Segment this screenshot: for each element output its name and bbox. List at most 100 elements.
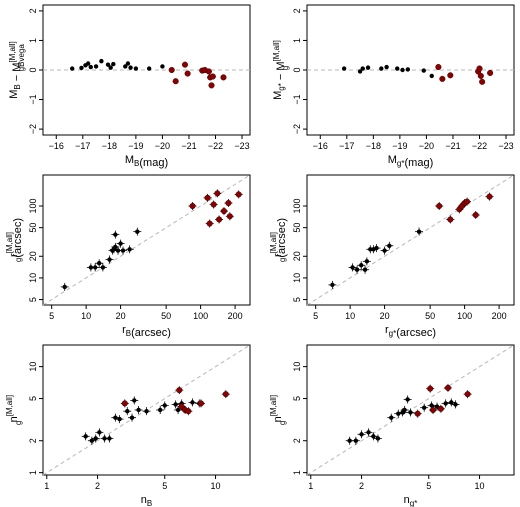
data-point — [62, 284, 67, 290]
data-point — [113, 244, 118, 250]
data-point — [88, 265, 94, 270]
data-point — [220, 74, 227, 81]
data-point — [416, 229, 422, 234]
panel-2: −16 −17 −18 −19 −20 −21 −22 −23 −2 −1 0 1 2 Mg*(mag) M… — [272, 4, 515, 169]
data-point — [472, 211, 479, 219]
series-2 — [435, 192, 494, 224]
y-tick-label: −2 — [28, 124, 38, 134]
x-tick-label: −18 — [102, 141, 117, 151]
data-point — [158, 407, 163, 413]
y-axis-label: Mg* − M[M,all]g — [272, 40, 290, 100]
data-point — [133, 66, 139, 71]
data-point — [365, 65, 371, 70]
data-point — [128, 65, 133, 70]
data-point — [113, 232, 118, 237]
data-point — [129, 415, 135, 420]
data-point — [371, 434, 376, 439]
data-point — [443, 401, 448, 406]
x-tick-label: 50 — [161, 311, 171, 321]
data-point — [463, 198, 471, 205]
data-point — [359, 263, 364, 268]
x-tick-label: −18 — [366, 141, 381, 151]
y-tick-label: 5 — [292, 297, 302, 302]
x-tick-label: −17 — [339, 141, 354, 151]
x-tick-label: −19 — [392, 141, 407, 151]
data-point — [190, 400, 195, 405]
y-tick-label: 5 — [292, 396, 302, 401]
data-point — [97, 430, 102, 435]
y-tick-label: 2 — [28, 8, 38, 13]
x-tick-label: 5 — [162, 481, 167, 491]
data-point — [375, 436, 381, 441]
x-tick-label: −21 — [445, 141, 460, 151]
data-point — [79, 65, 84, 71]
x-tick-label: −19 — [128, 141, 143, 151]
y-axis-label: r[M,all]g(arcsec) — [269, 218, 288, 262]
data-point — [384, 64, 389, 70]
data-point — [436, 202, 443, 210]
x-tick-label: 50 — [425, 311, 435, 321]
data-point — [93, 64, 99, 69]
y-axis-label: MB − M[M,all]gBvega — [8, 41, 26, 99]
y-tick-label: 10 — [292, 362, 302, 372]
data-point — [429, 406, 437, 414]
data-point — [366, 430, 371, 435]
data-point — [118, 241, 123, 246]
y-tick-label: 2 — [28, 438, 38, 443]
data-point — [362, 267, 368, 272]
y-tick-label: −1 — [28, 94, 38, 104]
x-tick-label: 10 — [211, 481, 221, 491]
plot-frame — [306, 344, 515, 476]
x-tick-label: 10 — [345, 311, 355, 321]
data-point — [222, 391, 229, 398]
data-point — [427, 385, 434, 392]
data-point — [387, 243, 392, 248]
data-point — [172, 78, 179, 85]
data-point — [146, 66, 152, 71]
data-point — [235, 191, 242, 198]
x-tick-label: 100 — [457, 311, 472, 321]
x-tick-label: −22 — [208, 141, 223, 151]
data-point — [125, 61, 131, 66]
data-point — [414, 410, 421, 417]
data-point — [220, 208, 228, 215]
y-tick-label: 50 — [28, 223, 38, 233]
x-tick-label: 5 — [49, 311, 54, 321]
data-point — [447, 216, 454, 223]
y-tick-label: 1 — [292, 470, 302, 475]
data-point — [354, 267, 360, 272]
data-point — [408, 410, 413, 415]
y-tick-label: 100 — [28, 198, 38, 213]
series-1 — [69, 58, 165, 71]
y-tick-label: 1 — [292, 38, 302, 43]
data-point — [168, 66, 175, 74]
data-point — [100, 265, 106, 270]
data-point — [175, 407, 181, 413]
data-point — [402, 407, 407, 413]
series-1 — [60, 227, 142, 291]
data-point — [136, 407, 141, 413]
data-point — [216, 216, 223, 223]
plot-frame — [42, 344, 251, 476]
data-point — [439, 75, 446, 82]
data-point — [359, 432, 364, 437]
data-point — [447, 72, 454, 79]
series-1 — [345, 395, 460, 445]
data-point — [121, 400, 128, 407]
one-to-one-line — [42, 174, 251, 306]
data-point — [353, 438, 359, 443]
panel-4: 5 10 20 50 100 200 5 10 20 50 100 rg*(arcsec) r[M,al… — [269, 174, 515, 339]
series-2 — [120, 386, 230, 416]
data-point — [107, 257, 112, 262]
data-point — [96, 261, 102, 266]
data-point — [476, 65, 483, 72]
x-tick-label: −21 — [181, 141, 196, 151]
data-point — [360, 66, 365, 71]
data-point — [115, 248, 121, 253]
data-point — [421, 68, 426, 73]
series-2 — [413, 383, 472, 418]
data-point — [341, 66, 347, 71]
data-point — [435, 63, 442, 71]
series-2 — [435, 63, 494, 85]
x-tick-label: 100 — [193, 311, 208, 321]
